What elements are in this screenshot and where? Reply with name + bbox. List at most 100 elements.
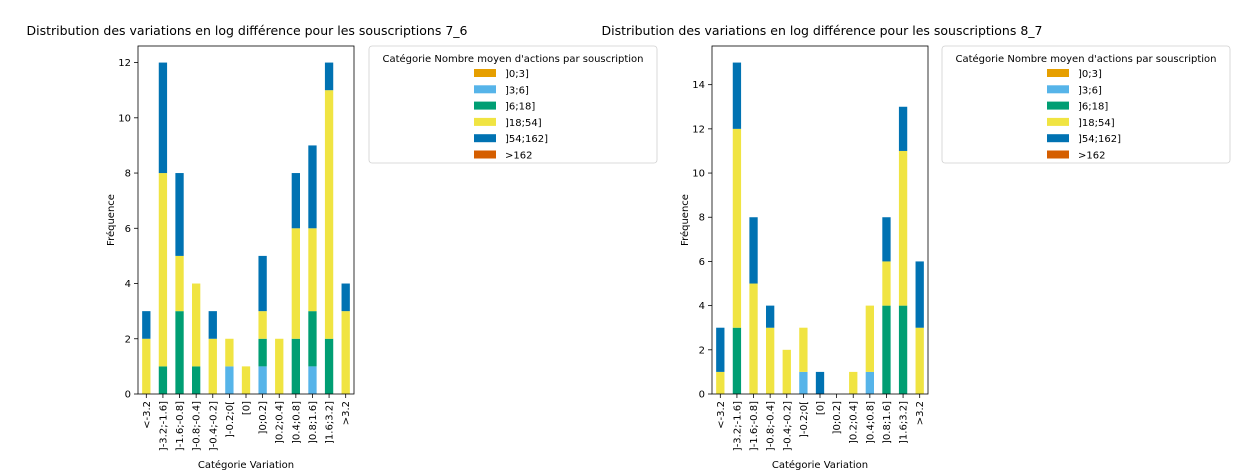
y-tick-label: 12 bbox=[118, 58, 131, 69]
x-tick-label: [0] bbox=[816, 401, 827, 415]
legend-swatch bbox=[1047, 69, 1069, 77]
bar-segment bbox=[324, 62, 334, 91]
x-tick-label: <-3.2 bbox=[142, 401, 153, 429]
bar-segment bbox=[749, 283, 758, 394]
legend-title: Catégorie Nombre moyen d'actions par sou… bbox=[382, 53, 643, 65]
legend-label: ]0;3] bbox=[505, 69, 529, 80]
x-tick-label: ]-1.6;-0.8] bbox=[749, 401, 760, 451]
bar-segment bbox=[799, 327, 808, 372]
y-tick-label: 2 bbox=[125, 334, 131, 345]
bar-segment bbox=[749, 217, 758, 284]
y-tick-label: 12 bbox=[692, 124, 705, 135]
legend-swatch bbox=[1047, 150, 1069, 159]
chart-1-bars bbox=[142, 62, 350, 394]
bar-segment bbox=[225, 338, 234, 367]
bar-segment bbox=[865, 371, 874, 394]
legend-label: ]3;6] bbox=[1078, 85, 1102, 96]
legend-swatch bbox=[474, 150, 496, 159]
legend-swatch bbox=[474, 117, 496, 126]
chart-2-y-axis: 0 2 4 6 8 10 12 14 bbox=[692, 80, 712, 401]
bar-segment bbox=[241, 366, 251, 394]
chart-2-legend: Catégorie Nombre moyen d'actions par sou… bbox=[941, 45, 1231, 164]
legend-label: ]3;6] bbox=[505, 85, 529, 96]
bar-segment bbox=[175, 311, 184, 394]
x-tick-label: >3.2 bbox=[915, 401, 926, 425]
x-tick-label: ]-1.6;-0.8] bbox=[175, 401, 186, 451]
bar-segment bbox=[275, 338, 284, 394]
legend-frame bbox=[368, 45, 658, 164]
y-tick-label: 0 bbox=[125, 390, 131, 401]
bar-segment bbox=[142, 338, 151, 394]
legend-title: Catégorie Nombre moyen d'actions par sou… bbox=[955, 53, 1216, 65]
bar-segment bbox=[258, 338, 267, 367]
legend-frame bbox=[941, 45, 1231, 164]
legend-label: >162 bbox=[505, 151, 532, 162]
bar-segment bbox=[815, 371, 825, 394]
x-tick-label: ]0.4;0.8] bbox=[291, 401, 302, 444]
legend-swatch bbox=[1047, 85, 1069, 94]
bar-segment bbox=[341, 283, 350, 312]
chart-1-plot-frame bbox=[137, 45, 355, 395]
bar-segment bbox=[716, 371, 725, 394]
bar-segment bbox=[898, 305, 908, 394]
legend-label: ]0;3] bbox=[1078, 69, 1102, 80]
bar-segment bbox=[915, 261, 924, 328]
legend-swatch bbox=[474, 85, 496, 94]
bar-segment bbox=[716, 327, 725, 372]
bar-segment bbox=[175, 255, 184, 312]
bar-segment bbox=[158, 62, 168, 174]
legend-swatch bbox=[474, 69, 496, 77]
chart-1-legend: Catégorie Nombre moyen d'actions par sou… bbox=[368, 45, 658, 164]
x-tick-label: ]0.8;1.6] bbox=[882, 401, 893, 444]
chart-2-title: Distribution des variations en log diffé… bbox=[602, 23, 1043, 38]
y-tick-label: 4 bbox=[699, 301, 705, 312]
y-tick-label: 4 bbox=[125, 279, 131, 290]
x-tick-label: ]-0.4;-0.2] bbox=[208, 401, 219, 451]
y-tick-label: 8 bbox=[125, 169, 131, 180]
chart-2-bars bbox=[716, 62, 924, 394]
y-tick-label: 10 bbox=[692, 169, 705, 180]
legend-swatch bbox=[1047, 101, 1069, 110]
x-tick-label: ]0;0.2] bbox=[832, 401, 843, 435]
y-tick-label: 2 bbox=[699, 345, 705, 356]
bar-segment bbox=[766, 305, 775, 328]
bar-segment bbox=[782, 349, 791, 394]
x-tick-label: ]-0.4;-0.2] bbox=[782, 401, 793, 451]
legend-label: ]18;54] bbox=[1078, 118, 1115, 129]
chart-2-x-axis: <-3.2]-3.2;-1.6]]-1.6;-0.8]]-0.8;-0.4]]-… bbox=[716, 394, 926, 451]
chart-1-ylabel: Fréquence bbox=[105, 194, 117, 246]
bar-segment bbox=[882, 305, 891, 394]
y-tick-label: 10 bbox=[118, 113, 131, 124]
x-tick-label: [0] bbox=[242, 401, 253, 415]
y-tick-label: 6 bbox=[125, 224, 131, 235]
y-tick-label: 14 bbox=[692, 80, 705, 91]
bar-segment bbox=[225, 366, 234, 394]
x-tick-label: ]0.2;0.4] bbox=[849, 401, 860, 444]
bar-segment bbox=[258, 255, 267, 312]
x-tick-label: ]-0.8;-0.4] bbox=[192, 401, 203, 451]
bar-segment bbox=[324, 338, 334, 394]
y-tick-label: 6 bbox=[699, 257, 705, 268]
chart-2-ylabel: Fréquence bbox=[679, 194, 691, 246]
x-tick-label: ]-0.2;0[ bbox=[799, 401, 810, 438]
bar-segment bbox=[882, 261, 891, 306]
bar-segment bbox=[158, 366, 168, 394]
bar-segment bbox=[915, 327, 924, 394]
bar-segment bbox=[258, 311, 267, 339]
legend-label: ]6;18] bbox=[1078, 102, 1108, 113]
legend-label: >162 bbox=[1078, 151, 1105, 162]
x-tick-label: ]0.2;0.4] bbox=[275, 401, 286, 444]
chart-1: Distribution des variations en log diffé… bbox=[27, 23, 658, 471]
bar-segment bbox=[291, 228, 300, 339]
chart-1-xlabel: Catégorie Variation bbox=[198, 459, 294, 471]
legend-swatch bbox=[474, 134, 496, 143]
legend-label: ]18;54] bbox=[505, 118, 542, 129]
bar-segment bbox=[898, 106, 908, 151]
bar-segment bbox=[258, 366, 267, 394]
chart-1-title: Distribution des variations en log diffé… bbox=[27, 23, 468, 38]
legend-swatch bbox=[1047, 134, 1069, 143]
bar-segment bbox=[898, 150, 908, 306]
legend-swatch bbox=[474, 101, 496, 110]
legend-label: ]54;162] bbox=[505, 134, 548, 145]
